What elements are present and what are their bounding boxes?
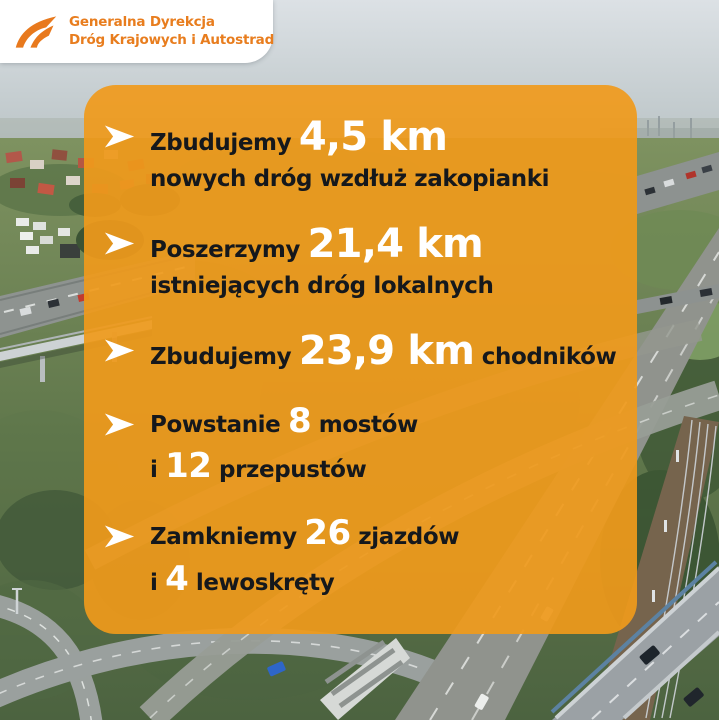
bullet-label: Powstanie xyxy=(150,411,288,438)
bullet-value: 12 xyxy=(165,446,212,487)
gddkia-road-logo xyxy=(13,13,59,51)
bullet-value: 8 xyxy=(287,400,312,441)
bullet-item: Poszerzymy 21,4 km istniejących dróg loka… xyxy=(100,222,621,299)
bullet-line: Poszerzymy 21,4 km xyxy=(150,222,621,266)
bullet-line: Zbudujemy 4,5 km xyxy=(150,115,621,159)
bullet-line: Powstanie 8 mostów xyxy=(150,400,621,441)
bullet-text: Poszerzymy 21,4 km istniejących dróg loka… xyxy=(150,222,621,299)
org-name-line2: Dróg Krajowych i Autostrad xyxy=(69,31,275,48)
bullet-label: chodników xyxy=(474,344,617,370)
arrow-right-icon xyxy=(100,222,150,260)
bullet-item: Zbudujemy 4,5 km nowych dróg wzdłuż zakop… xyxy=(100,115,621,192)
bullet-line: i 4 lewoskręty xyxy=(150,558,621,599)
bullet-item: Zbudujemy 23,9 km chodników xyxy=(100,329,621,373)
bullet-value: 21,4 km xyxy=(307,221,484,267)
org-name-line1: Generalna Dyrekcja xyxy=(69,13,215,30)
bullet-line: istniejących dróg lokalnych xyxy=(150,273,621,299)
bullet-label: nowych dróg wzdłuż zakopianki xyxy=(150,166,550,192)
arrow-right-icon xyxy=(100,403,150,441)
gddkia-header: Generalna Dyrekcja Dróg Krajowych i Auto… xyxy=(0,0,274,63)
bullet-value: 23,9 km xyxy=(298,328,475,374)
bullet-label: Zamkniemy xyxy=(150,524,305,551)
bullet-label: Zbudujemy xyxy=(150,130,299,156)
bullet-item: Zamkniemy 26 zjazdów i 4 lewoskręty xyxy=(100,513,621,599)
bullet-label: zjazdów xyxy=(350,524,460,551)
bullet-text: Zbudujemy 23,9 km chodników xyxy=(150,329,621,373)
bullet-line: nowych dróg wzdłuż zakopianki xyxy=(150,166,621,192)
arrow-right-icon xyxy=(100,115,150,153)
org-name: Generalna Dyrekcja Dróg Krajowych i Auto… xyxy=(69,14,274,50)
bullet-label: i xyxy=(150,457,166,484)
bullet-label: przepustów xyxy=(211,457,367,484)
arrow-right-icon xyxy=(100,329,150,367)
info-card: Zbudujemy 4,5 km nowych dróg wzdłuż zakop… xyxy=(84,85,637,634)
bullet-text: Powstanie 8 mostów i 12 przepustów xyxy=(150,400,621,487)
bullet-line: Zamkniemy 26 zjazdów xyxy=(150,513,621,554)
bullet-item: Powstanie 8 mostów i 12 przepustów xyxy=(100,400,621,487)
bullet-label: i xyxy=(150,569,166,596)
bullet-line: Zbudujemy 23,9 km chodników xyxy=(150,329,621,373)
bullet-label: mostów xyxy=(311,411,419,438)
bullet-label: lewoskręty xyxy=(188,569,335,596)
bullet-label: istniejących dróg lokalnych xyxy=(150,273,494,299)
bullet-label: Zbudujemy xyxy=(150,344,299,370)
bullet-value: 4 xyxy=(165,558,189,599)
bullet-text: Zbudujemy 4,5 km nowych dróg wzdłuż zakop… xyxy=(150,115,621,192)
bullet-line: i 12 przepustów xyxy=(150,446,621,487)
bullet-value: 26 xyxy=(304,513,351,554)
arrow-right-icon xyxy=(100,515,150,553)
bullet-text: Zamkniemy 26 zjazdów i 4 lewoskręty xyxy=(150,513,621,599)
bullet-value: 4,5 km xyxy=(298,114,448,160)
bullet-label: Poszerzymy xyxy=(150,237,308,263)
